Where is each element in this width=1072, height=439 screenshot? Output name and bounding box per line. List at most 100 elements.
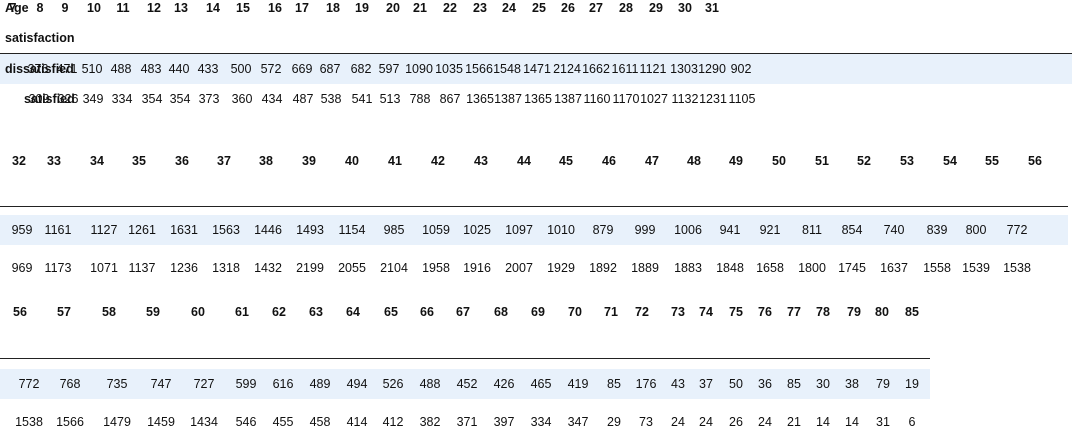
dissatisfied-cell: 735 — [106, 377, 128, 391]
age-header-cell: 63 — [309, 305, 323, 319]
satisfied-cell: 31 — [876, 415, 890, 429]
age-header-cell: 16 — [268, 1, 282, 15]
dissatisfied-cell: 669 — [291, 62, 313, 76]
age-header-cell: 60 — [191, 305, 205, 319]
dissatisfied-cell: 854 — [841, 223, 863, 237]
satisfied-cell: 412 — [382, 415, 404, 429]
age-header-cell: 37 — [217, 154, 231, 168]
age-header-cell: 56 — [1028, 154, 1042, 168]
age-header-row: 56 57 58 59 60 61 62 63 64 65 66 67 68 69 70 71 72 73 74 75… — [0, 297, 930, 327]
dissatisfied-cell: 999 — [634, 223, 656, 237]
age-header-cell: 11 — [116, 1, 130, 15]
age-header-cell: 75 — [729, 305, 743, 319]
satisfied-cell: 1479 — [103, 415, 131, 429]
age-header-cell: 31 — [705, 1, 719, 15]
satisfied-cell: 360 — [231, 92, 253, 106]
age-header-cell: 19 — [355, 1, 369, 15]
satisfied-cell: 14 — [845, 415, 859, 429]
age-header-cell: 62 — [272, 305, 286, 319]
age-header-cell: 42 — [431, 154, 445, 168]
dissatisfied-cell: 526 — [382, 377, 404, 391]
dissatisfied-cell: 85 — [607, 377, 621, 391]
age-header-cell: 69 — [531, 305, 545, 319]
age-header-cell: 68 — [494, 305, 508, 319]
satisfied-cell: 1387 — [554, 92, 582, 106]
dissatisfied-cell: 772 — [18, 377, 40, 391]
dissatisfied-cell: 879 — [592, 223, 614, 237]
satisfied-cell: 2199 — [296, 261, 324, 275]
satisfied-cell: 1365 — [524, 92, 552, 106]
age-header-cell: 78 — [816, 305, 830, 319]
dissatisfied-cell: 959 — [11, 223, 33, 237]
dissatisfied-cell: 488 — [419, 377, 441, 391]
dissatisfied-cell: 839 — [926, 223, 948, 237]
dissatisfied-cell: 1010 — [547, 223, 575, 237]
age-header-cell: 22 — [443, 1, 457, 15]
satisfied-cell: 1538 — [15, 415, 43, 429]
age-header-cell: 20 — [386, 1, 400, 15]
age-header-cell: 17 — [295, 1, 309, 15]
age-header-cell: 70 — [568, 305, 582, 319]
satisfied-cell: 347 — [567, 415, 589, 429]
dissatisfied-cell: 597 — [378, 62, 400, 76]
age-header-cell: 49 — [729, 154, 743, 168]
age-header-cell: 25 — [532, 1, 546, 15]
dissatisfied-cell: 489 — [309, 377, 331, 391]
dissatisfied-cell: 599 — [235, 377, 257, 391]
dissatisfied-cell: 1059 — [422, 223, 450, 237]
age-header-cell: 66 — [420, 305, 434, 319]
age-header-cell: 7 — [9, 1, 17, 15]
dissatisfied-cell: 465 — [530, 377, 552, 391]
satisfied-cell: 1105 — [728, 92, 756, 106]
satisfied-cell: 24 — [758, 415, 772, 429]
satisfied-cell: 414 — [346, 415, 368, 429]
age-header-cell: 51 — [815, 154, 829, 168]
dissatisfied-cell: 30 — [816, 377, 830, 391]
table-block-1: Age satisfaction 7 8 9 10 11 12 13 14 15 16 17 18 19… — [0, 0, 1072, 118]
age-header-cell: 12 — [147, 1, 161, 15]
dissatisfied-cell: 433 — [197, 62, 219, 76]
age-header-cell: 35 — [132, 154, 146, 168]
age-header-cell: 34 — [90, 154, 104, 168]
satisfied-cell: 309 — [28, 92, 50, 106]
dissatisfied-cell: 85 — [787, 377, 801, 391]
dissatisfied-cell: 572 — [260, 62, 282, 76]
dissatisfied-cell: 941 — [719, 223, 741, 237]
age-header-cell: 43 — [474, 154, 488, 168]
age-header-cell: 71 — [604, 305, 618, 319]
dissatisfied-cell: 1493 — [296, 223, 324, 237]
age-header-cell: 8 — [36, 1, 44, 15]
satisfied-cell: 1916 — [463, 261, 491, 275]
satisfied-cell: 788 — [409, 92, 431, 106]
dissatisfied-cell: 616 — [272, 377, 294, 391]
satisfied-cell: 1958 — [422, 261, 450, 275]
satisfied-cell: 1132 — [671, 92, 699, 106]
dissatisfied-cell: 1471 — [523, 62, 551, 76]
satisfied-cell: 373 — [198, 92, 220, 106]
age-header-cell: 18 — [326, 1, 340, 15]
satisfied-cell: 487 — [292, 92, 314, 106]
satisfied-cell: 73 — [639, 415, 653, 429]
satisfied-cell: 24 — [699, 415, 713, 429]
age-header-cell: 33 — [47, 154, 61, 168]
dissatisfied-cell: 687 — [319, 62, 341, 76]
dissatisfied-cell: 43 — [671, 377, 685, 391]
dissatisfied-cell: 985 — [383, 223, 405, 237]
satisfied-cell: 1538 — [1003, 261, 1031, 275]
age-header-cell: 30 — [678, 1, 692, 15]
age-header-cell: 39 — [302, 154, 316, 168]
age-header-cell: 28 — [619, 1, 633, 15]
age-header-cell: 26 — [561, 1, 575, 15]
age-header-cell: 56 — [13, 305, 27, 319]
satisfied-cell: 1800 — [798, 261, 826, 275]
dissatisfied-cell: 768 — [59, 377, 81, 391]
satisfied-cell: 349 — [82, 92, 104, 106]
satisfied-cell: 1929 — [547, 261, 575, 275]
age-header-cell: 73 — [671, 305, 685, 319]
dissatisfied-cell: 800 — [965, 223, 987, 237]
satisfied-cell: 455 — [272, 415, 294, 429]
dissatisfied-cell: 1097 — [505, 223, 533, 237]
age-header-cell: 76 — [758, 305, 772, 319]
satisfied-cell: 969 — [11, 261, 33, 275]
age-label: Age — [5, 1, 29, 15]
